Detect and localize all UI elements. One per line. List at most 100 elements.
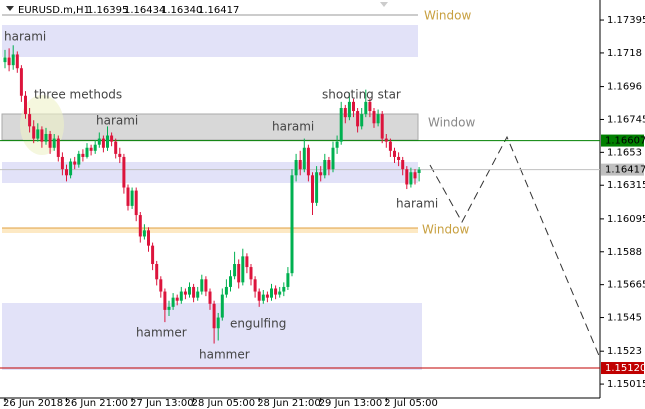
- candle-body: [401, 159, 405, 170]
- symbol: EURUSD.m,H1: [18, 5, 90, 16]
- candle-body: [89, 147, 93, 151]
- candle-body: [192, 286, 196, 298]
- annotation: engulfing: [230, 317, 286, 331]
- candle-body: [339, 107, 343, 142]
- candle-body: [241, 256, 245, 283]
- y-tick-label: 1.1653: [607, 147, 642, 158]
- y-tick-label: 1.1523: [607, 346, 642, 357]
- candle-body: [376, 114, 380, 124]
- candle-body: [118, 153, 122, 157]
- candle-body: [142, 230, 146, 237]
- candle-body: [311, 175, 314, 203]
- annotation: hammer: [136, 326, 187, 340]
- candle-body: [229, 276, 232, 287]
- candle-body: [155, 264, 159, 280]
- annotation: Window: [422, 223, 470, 237]
- candle-body: [208, 291, 212, 304]
- candle-body: [11, 54, 15, 66]
- price-label: 1.16607: [605, 136, 645, 147]
- candle-body: [101, 138, 105, 148]
- candle-body: [36, 129, 40, 139]
- candle-body: [397, 156, 401, 160]
- candle-body: [315, 172, 319, 203]
- candle-body: [274, 288, 278, 295]
- candle-body: [183, 291, 187, 295]
- candle-body: [151, 245, 155, 265]
- candle-body: [405, 169, 409, 185]
- zone: [1, 113, 419, 141]
- candle-body: [212, 303, 216, 329]
- candle-body: [237, 264, 241, 283]
- x-tick-label: 26 Jun 2018: [3, 398, 63, 409]
- candle-body: [77, 153, 81, 165]
- candle-body: [356, 111, 360, 127]
- candle-body: [175, 297, 179, 301]
- candle-body: [126, 187, 130, 206]
- candle-body: [224, 286, 228, 295]
- candle-body: [167, 306, 171, 310]
- candle-body: [7, 57, 11, 66]
- candle-body: [257, 291, 261, 301]
- candle-body: [306, 147, 310, 176]
- candle-body: [335, 141, 339, 148]
- candle-body: [85, 147, 89, 157]
- candle-body: [393, 150, 396, 157]
- candle-body: [278, 291, 282, 295]
- candle-body: [110, 135, 114, 142]
- zone: [2, 162, 418, 183]
- candle-body: [32, 126, 36, 139]
- candle-body: [294, 159, 298, 176]
- annotation: harami: [4, 30, 46, 44]
- x-tick-label: 28 Jun 05:00: [192, 398, 256, 409]
- candle-body: [343, 107, 347, 118]
- candle-body: [233, 264, 237, 277]
- header-low: 1.16340: [161, 5, 202, 16]
- candle-body: [360, 114, 364, 127]
- candle-body: [270, 288, 273, 298]
- candle-body: [413, 172, 417, 179]
- candle-body: [73, 161, 77, 165]
- candle-body: [60, 156, 64, 170]
- annotation: hammer: [199, 348, 250, 362]
- candle-body: [188, 286, 191, 295]
- candle-body: [81, 153, 85, 157]
- candle-body: [163, 291, 167, 310]
- candle-body: [380, 114, 384, 139]
- candle-body: [106, 135, 109, 148]
- y-tick-label: 1.15015: [607, 379, 645, 390]
- y-tick-label: 1.15665: [607, 280, 645, 291]
- candle-body: [298, 159, 302, 170]
- annotation: Window: [428, 116, 476, 130]
- annotation: harami: [396, 197, 438, 211]
- price-label: 1.15120: [605, 363, 645, 374]
- candle-body: [28, 114, 32, 127]
- candle-body: [216, 317, 220, 329]
- header-high: 1.16434: [124, 5, 165, 16]
- candle-body: [245, 256, 249, 268]
- zone: [2, 25, 418, 57]
- candle-body: [327, 159, 331, 170]
- candle-body: [130, 190, 134, 206]
- annotation: Window: [424, 9, 472, 23]
- price-label-box: [601, 134, 644, 147]
- candle-body: [323, 159, 327, 176]
- candle-body: [286, 273, 290, 287]
- candle-body: [134, 190, 138, 216]
- candle-body: [56, 138, 60, 157]
- zone: [2, 228, 418, 233]
- annotation: harami: [96, 114, 138, 128]
- candle-body: [179, 291, 183, 301]
- y-tick-label: 1.1696: [607, 82, 642, 93]
- symbol-icon: [6, 6, 14, 11]
- candle-body: [352, 101, 355, 112]
- zone: [2, 303, 422, 370]
- scroll-icon: [380, 2, 388, 7]
- candle-body: [388, 141, 392, 151]
- candle-body: [122, 156, 126, 188]
- candle-body: [220, 294, 224, 318]
- candle-body: [282, 286, 286, 292]
- zones: [1, 14, 422, 370]
- candle-body: [19, 68, 23, 96]
